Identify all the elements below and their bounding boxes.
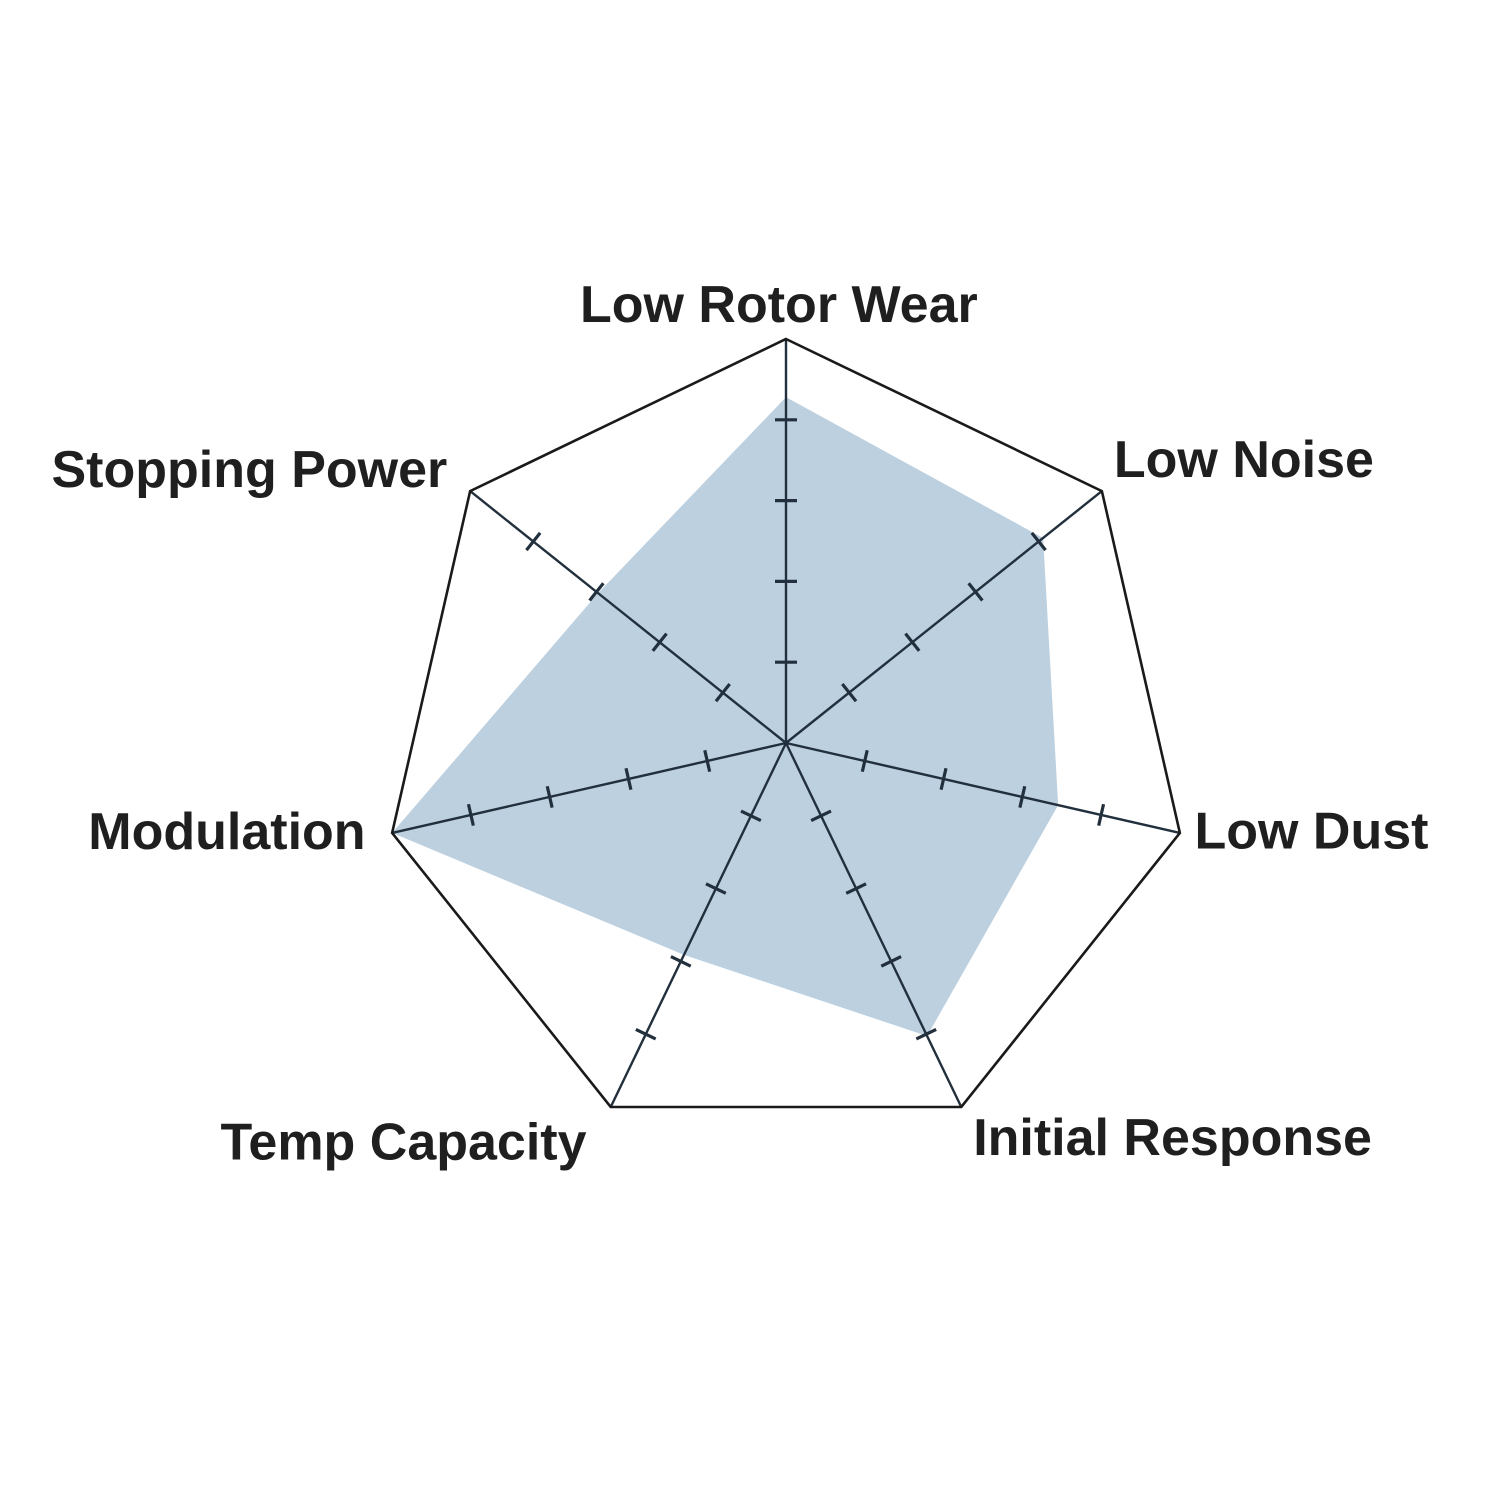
svg-text:Low Noise: Low Noise xyxy=(1114,431,1374,489)
svg-text:Low Dust: Low Dust xyxy=(1195,803,1429,861)
svg-text:Stopping Power: Stopping Power xyxy=(52,441,448,499)
svg-text:Modulation: Modulation xyxy=(88,803,365,861)
svg-text:Low Rotor Wear: Low Rotor Wear xyxy=(580,276,978,334)
svg-text:Initial Response: Initial Response xyxy=(973,1109,1372,1167)
svg-text:Temp Capacity: Temp Capacity xyxy=(221,1113,587,1171)
